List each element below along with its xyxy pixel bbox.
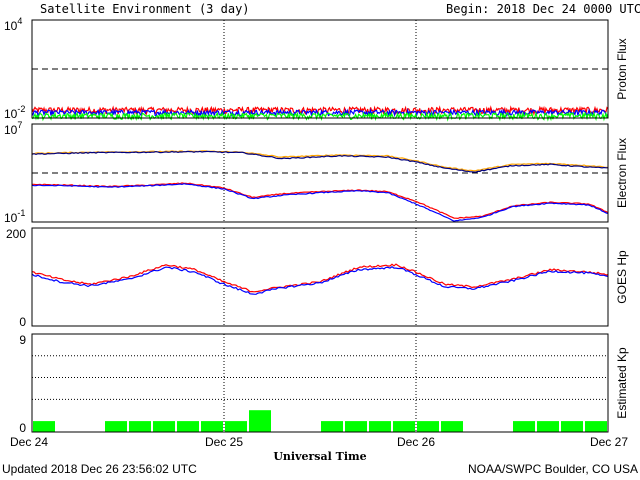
y-axis-label: GOES Hp (615, 250, 629, 304)
kp-bar (153, 421, 175, 432)
y-axis-label: Estimated Kp (615, 347, 629, 419)
y-tick-label: 10-2 (4, 104, 25, 121)
x-axis-title: Universal Time (273, 450, 366, 463)
kp-bar (585, 421, 607, 432)
kp-bar (249, 410, 271, 432)
series-line-orange (31, 150, 608, 172)
y-tick-label: 107 (4, 120, 22, 137)
kp-bar (33, 421, 55, 432)
y-axis-label: Proton Flux (615, 38, 629, 99)
kp-bar (417, 421, 439, 432)
panel-2: 107 10-1 Electron Flux (4, 120, 629, 225)
series-line-blue (31, 265, 609, 295)
chart-title: Satellite Environment (3 day) (40, 2, 250, 16)
panel-1: 104 10-2 Proton Flux (4, 16, 629, 122)
kp-bar (321, 421, 343, 432)
x-tick-label: Dec 24 (10, 435, 48, 449)
y-tick-label: 200 (6, 227, 26, 241)
y-tick-label: 0 (19, 315, 26, 329)
credit-label: NOAA/SWPC Boulder, CO USA (468, 462, 638, 476)
x-tick-label: Dec 25 (205, 435, 243, 449)
kp-bar (441, 421, 463, 432)
kp-bar (561, 421, 583, 432)
panel-4: 9 0 Estimated Kp (19, 333, 629, 435)
panel-frame (31, 227, 609, 327)
kp-bar (105, 421, 127, 432)
y-tick-label: 9 (19, 333, 26, 347)
x-tick-label: Dec 26 (397, 435, 435, 449)
kp-bar (393, 421, 415, 432)
kp-bar (513, 421, 535, 432)
series-line-red (32, 182, 609, 220)
panel-frame (31, 123, 609, 223)
kp-bar (129, 421, 151, 432)
panels: 104 10-2 Proton Flux 107 10-1 Electron Flux 20… (4, 16, 629, 449)
y-axis-label: Electron Flux (615, 138, 629, 208)
series-line-blue (31, 183, 609, 222)
y-tick-label: 104 (4, 16, 22, 33)
series-line-navy (31, 150, 608, 173)
begin-label: Begin: 2018 Dec 24 0000 UTC (446, 2, 640, 16)
panel-3: 200 0 GOES Hp (6, 227, 629, 329)
kp-bar (201, 421, 223, 432)
y-tick-label: 10-1 (4, 208, 25, 225)
kp-bar (369, 421, 391, 432)
x-tick-label: Dec 27 (590, 435, 628, 449)
kp-bar (345, 421, 367, 432)
updated-label: Updated 2018 Dec 26 23:56:02 UTC (2, 462, 197, 476)
kp-bar (537, 421, 559, 432)
panel-frame (31, 19, 609, 119)
y-tick-label: 0 (19, 421, 26, 435)
kp-bar (177, 421, 199, 432)
kp-bar (225, 421, 247, 432)
panel-frame (31, 333, 609, 433)
series-line-blue (31, 107, 608, 118)
